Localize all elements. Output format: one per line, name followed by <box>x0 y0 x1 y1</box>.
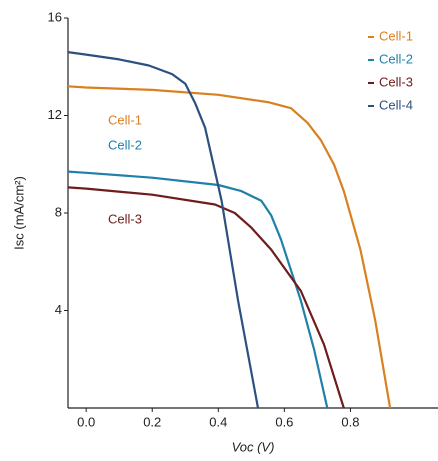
x-tick-label: 0.2 <box>143 414 161 429</box>
annotation: Cell-3 <box>108 211 142 226</box>
legend-label: Cell-2 <box>379 51 413 66</box>
legend-label: Cell-3 <box>379 74 413 89</box>
annotation: Cell-1 <box>108 112 142 127</box>
x-tick-label: 0.0 <box>77 414 95 429</box>
x-tick-label: 0.6 <box>275 414 293 429</box>
x-tick-label: 0.8 <box>341 414 359 429</box>
legend-label: Cell-4 <box>379 97 413 112</box>
series-line <box>67 186 345 409</box>
y-tick-label: 12 <box>48 107 62 122</box>
y-tick-label: 4 <box>55 302 62 317</box>
y-tick-label: 16 <box>48 9 62 24</box>
x-axis-label: Voc (V) <box>232 439 275 454</box>
series-line <box>67 170 329 409</box>
y-tick-label: 8 <box>55 204 62 219</box>
y-axis-label: Isc (mA/cm²) <box>11 176 26 250</box>
legend-label: Cell-1 <box>379 28 413 43</box>
annotation: Cell-2 <box>108 137 142 152</box>
x-tick-label: 0.4 <box>209 414 227 429</box>
series-line <box>67 85 392 409</box>
series-line <box>67 51 260 409</box>
